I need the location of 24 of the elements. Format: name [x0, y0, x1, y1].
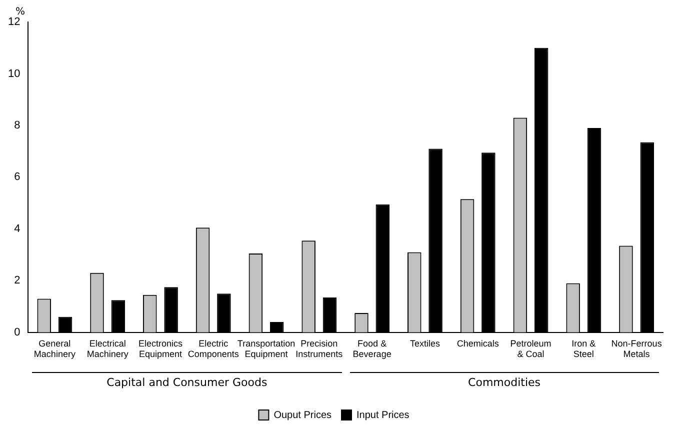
x-tick-label: Electronics Equipment: [138, 338, 183, 360]
x-tick-label: Transportation Equipment: [237, 338, 296, 360]
legend-label: Input Prices: [356, 410, 410, 421]
x-tick-label: Electrical Machinery: [86, 338, 129, 360]
x-tick-label: Iron & Steel: [572, 338, 596, 360]
y-tick-label: 6: [14, 171, 20, 184]
y-tick-label: 0: [14, 326, 20, 338]
x-tick-label: Textiles: [410, 338, 440, 348]
y-axis-title: %: [15, 6, 25, 18]
x-tick-label: Precision Instruments: [296, 338, 344, 360]
text: Capital and Consumer Goods: [32, 372, 342, 389]
x-tick-label: Food & Beverage: [352, 338, 392, 360]
text: Commodities: [350, 372, 659, 389]
y-tick-label: 2: [14, 274, 20, 287]
x-tick-label: Non-Ferrous Metals: [611, 338, 662, 360]
y-tick-label: 4: [14, 222, 20, 235]
y-tick-label: 10: [8, 68, 20, 80]
x-tick-label: Petroleum & Coal: [510, 338, 552, 360]
x-tick-label: Chemicals: [456, 338, 500, 348]
x-tick-label: Electric Components: [188, 338, 240, 360]
y-tick-label: 8: [14, 120, 20, 132]
x-tick-label: General Machinery: [34, 338, 76, 360]
legend-label: Ouput Prices: [274, 410, 332, 421]
y-tick-label: 12: [8, 16, 20, 28]
